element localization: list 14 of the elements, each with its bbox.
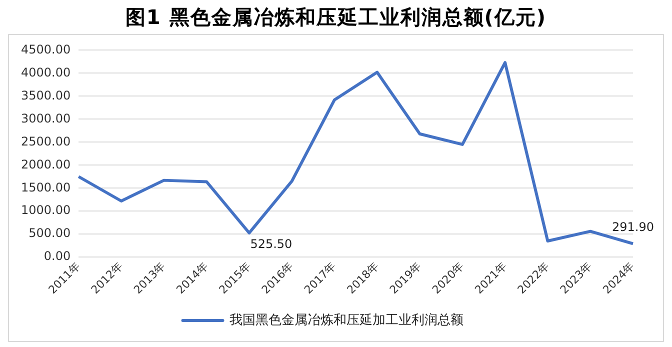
chart-title: 图1 黑色金属冶炼和压延工业利润总额(亿元) <box>124 4 548 31</box>
y-tick-label: 2500.00 <box>21 134 71 148</box>
y-tick-label: 4500.00 <box>21 42 71 56</box>
data-label: 525.50 <box>250 237 292 252</box>
legend-label: 我国黑色金属冶炼和压延加工业利润总额 <box>229 312 464 328</box>
y-tick-label: 4000.00 <box>21 65 71 80</box>
y-tick-label: 3500.00 <box>21 88 71 102</box>
data-label: 291.90 <box>612 220 654 234</box>
y-tick-label: 500.00 <box>28 226 71 240</box>
y-tick-label: 1000.00 <box>21 203 71 218</box>
y-tick-label: 2000.00 <box>21 157 71 172</box>
y-tick-label: 1500.00 <box>21 180 71 194</box>
y-tick-label: 0.00 <box>44 249 71 264</box>
y-tick-label: 3000.00 <box>21 111 71 126</box>
